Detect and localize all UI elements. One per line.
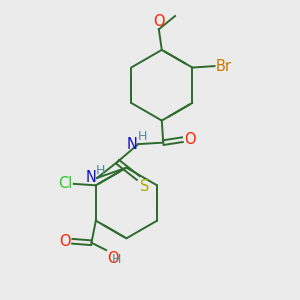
Text: Br: Br [215,58,231,74]
Text: H: H [112,253,121,266]
Text: O: O [107,251,119,266]
Text: Cl: Cl [58,176,73,191]
Text: O: O [153,14,165,29]
Text: H: H [96,164,106,177]
Text: H: H [137,130,147,143]
Text: S: S [140,179,149,194]
Text: N: N [127,136,137,152]
Text: O: O [59,234,71,249]
Text: O: O [184,132,196,147]
Text: N: N [85,170,96,185]
